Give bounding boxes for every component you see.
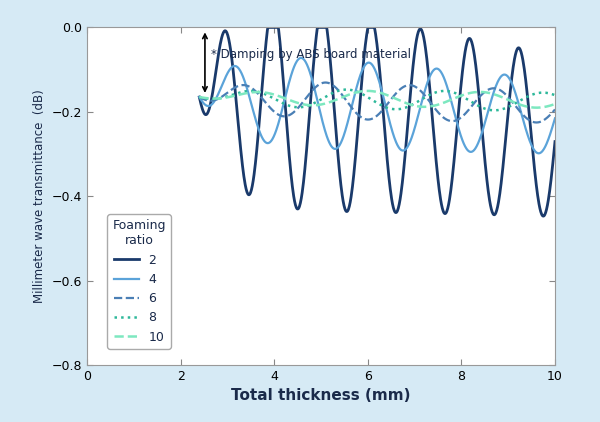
6: [533, 120, 540, 125]
4: [535, 151, 542, 156]
4: [297, 55, 304, 60]
8: [218, 95, 225, 100]
10: [364, 88, 371, 93]
2: [196, 95, 203, 100]
4: [466, 149, 473, 154]
10: [196, 95, 203, 100]
Line: 6: 6: [199, 83, 555, 122]
2: [218, 38, 225, 43]
2: [502, 132, 509, 137]
6: [218, 95, 225, 100]
4: [551, 116, 559, 121]
Line: 2: 2: [199, 27, 555, 216]
Legend: 2, 4, 6, 8, 10: 2, 4, 6, 8, 10: [107, 214, 171, 349]
2: [403, 139, 410, 144]
Line: 10: 10: [199, 91, 555, 108]
8: [343, 87, 350, 92]
10: [412, 103, 419, 108]
10: [533, 105, 541, 110]
2: [540, 214, 547, 219]
8: [403, 105, 410, 110]
6: [196, 95, 203, 100]
Line: 8: 8: [199, 89, 555, 110]
6: [551, 107, 559, 112]
Text: * Damping by ABS board material: * Damping by ABS board material: [211, 49, 410, 61]
2: [551, 139, 559, 144]
8: [503, 105, 510, 110]
6: [403, 83, 410, 88]
8: [196, 95, 203, 100]
8: [491, 108, 498, 113]
4: [403, 146, 410, 151]
6: [502, 92, 509, 97]
6: [322, 80, 329, 85]
6: [423, 95, 430, 100]
8: [423, 94, 430, 99]
4: [196, 95, 203, 100]
10: [466, 91, 473, 96]
10: [502, 96, 509, 101]
4: [412, 122, 419, 127]
X-axis label: Total thickness (mm): Total thickness (mm): [231, 388, 411, 403]
2: [423, 52, 430, 57]
8: [412, 100, 419, 106]
10: [423, 104, 430, 109]
4: [218, 85, 225, 90]
4: [502, 73, 509, 78]
6: [412, 84, 419, 89]
Y-axis label: Millimeter wave transmittance  (dB): Millimeter wave transmittance (dB): [33, 89, 46, 303]
Line: 4: 4: [199, 58, 555, 153]
10: [551, 102, 559, 107]
4: [423, 83, 430, 88]
10: [218, 96, 225, 101]
2: [264, 25, 271, 30]
8: [466, 98, 473, 103]
6: [466, 106, 473, 111]
2: [412, 42, 419, 47]
2: [466, 36, 473, 41]
10: [403, 101, 410, 106]
8: [551, 93, 559, 98]
